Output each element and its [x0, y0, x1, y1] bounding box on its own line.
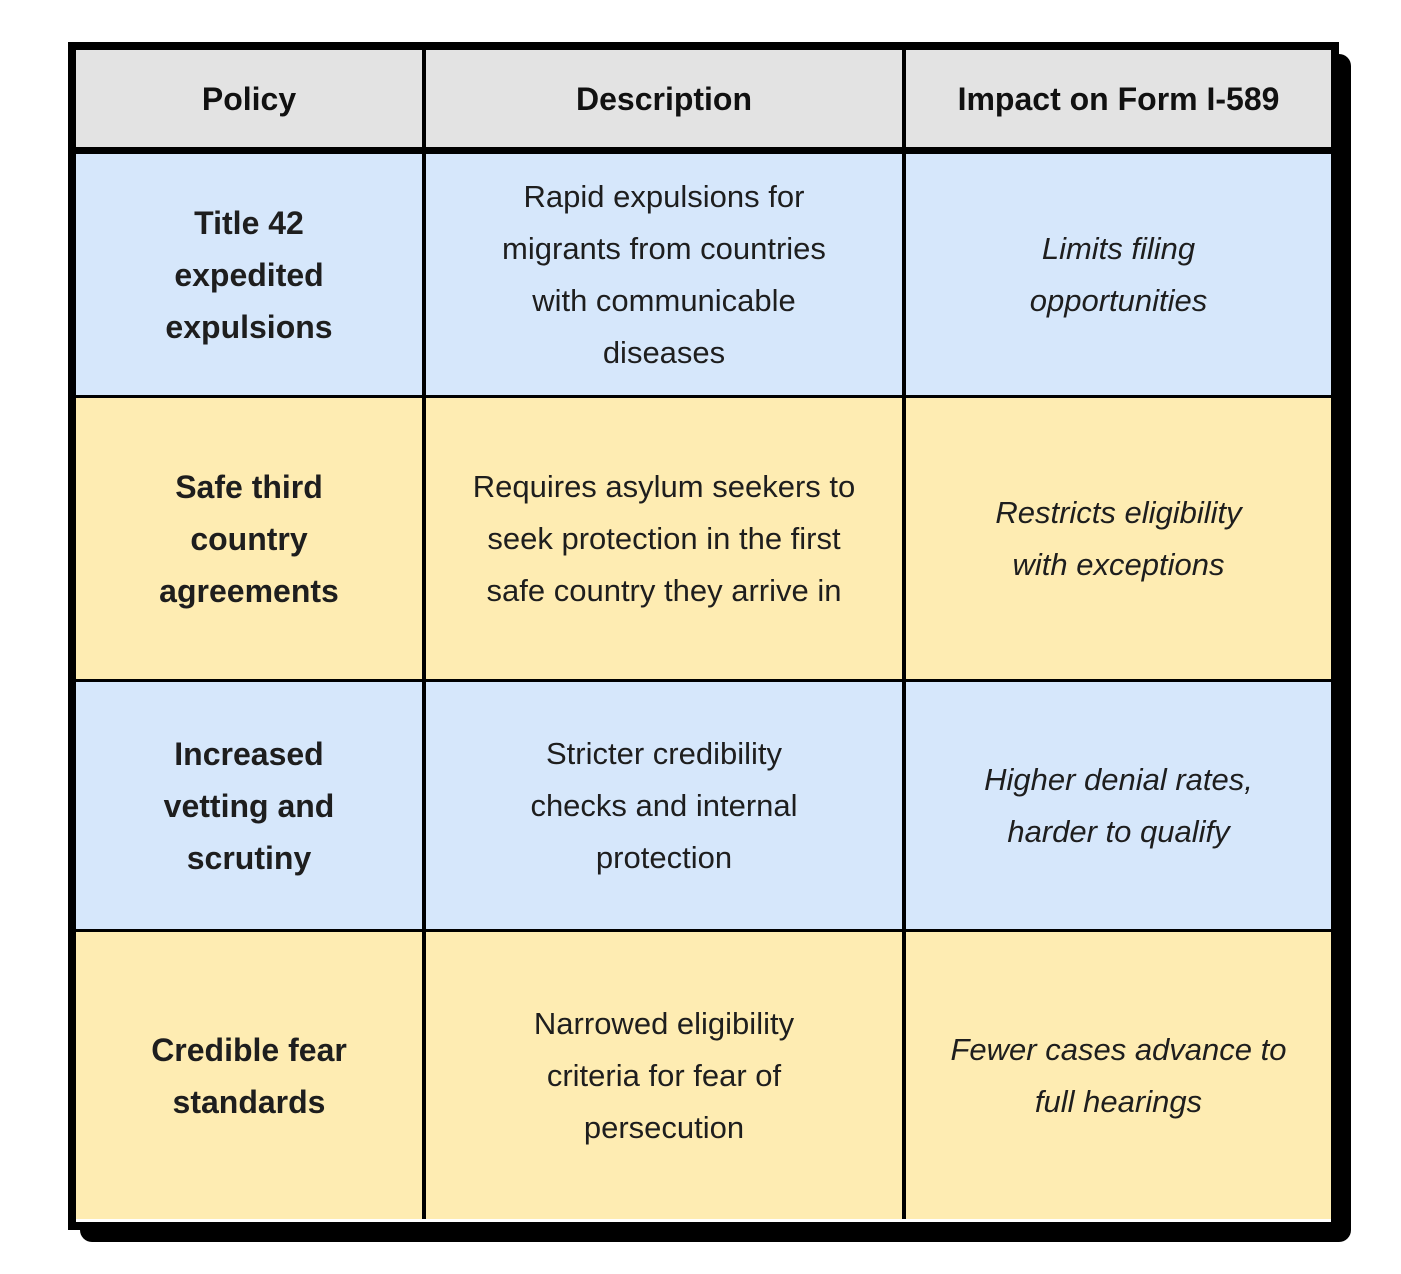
column-header-impact: Impact on Form I-589 [902, 50, 1331, 147]
policy-impact-table: Policy Description Impact on Form I-589 … [68, 42, 1339, 1230]
impact-cell: Restricts eligibility with exceptions [902, 398, 1331, 679]
impact-cell: Fewer cases advance to full hearings [902, 932, 1331, 1219]
description-cell: Narrowed eligibility criteria for fear o… [422, 932, 902, 1219]
policy-cell: Title 42 expedited expulsions [76, 154, 422, 395]
table-row: Safe third country agreements Requires a… [76, 395, 1331, 679]
description-cell: Requires asylum seekers to seek protecti… [422, 398, 902, 679]
column-header-description: Description [422, 50, 902, 147]
description-cell: Rapid expulsions for migrants from count… [422, 154, 902, 395]
table-header-row: Policy Description Impact on Form I-589 [76, 50, 1331, 154]
table-row: Credible fear standards Narrowed eligibi… [76, 929, 1331, 1219]
impact-cell: Higher denial rates, harder to qualify [902, 682, 1331, 929]
policy-cell: Credible fear standards [76, 932, 422, 1219]
policy-cell: Increased vetting and scrutiny [76, 682, 422, 929]
impact-cell: Limits filing opportunities [902, 154, 1331, 395]
policy-cell: Safe third country agreements [76, 398, 422, 679]
table-row: Title 42 expedited expulsions Rapid expu… [76, 154, 1331, 395]
description-cell: Stricter credibility checks and internal… [422, 682, 902, 929]
column-header-policy: Policy [76, 50, 422, 147]
table-row: Increased vetting and scrutiny Stricter … [76, 679, 1331, 929]
